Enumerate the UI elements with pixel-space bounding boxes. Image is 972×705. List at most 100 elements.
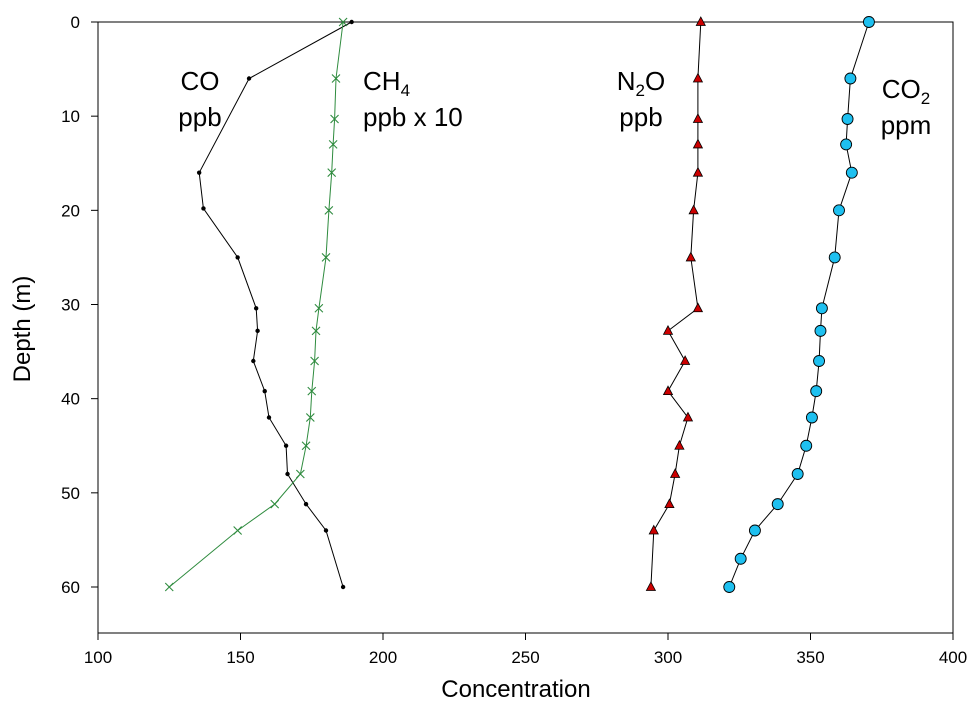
co2-line (728, 21, 870, 588)
ch4-point-stroke (164, 582, 174, 592)
ch4-point-stroke (301, 441, 311, 451)
n2o-point (692, 138, 704, 149)
ch4-point-stroke (328, 140, 338, 149)
series-co2 (723, 16, 875, 593)
ch4-point (301, 441, 311, 451)
ch4-point-stroke (324, 205, 334, 215)
ch4-point-stroke (327, 168, 337, 178)
n2o-point (662, 325, 674, 335)
ch4-point-stroke (311, 326, 321, 336)
ch4-point (328, 140, 338, 149)
ch4-point (324, 205, 334, 215)
co2-point (815, 302, 828, 315)
x-axis-title: Concentration (441, 676, 590, 703)
ch4-point (233, 526, 243, 535)
n2o-point (692, 72, 704, 83)
n2o-point (645, 581, 657, 591)
ch4-label-unit: ppb x 10 (363, 102, 463, 132)
n2o-point (692, 302, 704, 313)
ch4-point-stroke (314, 303, 324, 313)
co2-point (841, 113, 854, 125)
y-axis-title: Depth (m) (9, 276, 36, 383)
ch4-label-name: CH4 (363, 66, 410, 100)
co-point (246, 76, 252, 81)
co-point (235, 255, 240, 260)
co2-point (844, 72, 857, 85)
ch4-point (311, 326, 321, 336)
ch4-point (338, 17, 348, 27)
n2o-point (662, 385, 674, 396)
co-point (251, 358, 256, 364)
ch4-point (270, 499, 280, 509)
co2-point (813, 355, 825, 367)
co-label-unit: ppb (178, 102, 221, 132)
ch4-point-stroke (305, 413, 315, 422)
co-point (323, 528, 329, 533)
co2-point (828, 251, 841, 264)
ch4-point (314, 303, 324, 313)
ch4-point-stroke (330, 114, 339, 124)
co2-point (748, 524, 761, 537)
n2o-point (664, 498, 675, 509)
n2o-point (669, 468, 681, 478)
co2-label-unit: ppm (881, 110, 932, 140)
co2-point (791, 468, 804, 480)
ch4-point-stroke (307, 386, 317, 396)
ch4-point (307, 386, 317, 396)
x-tick-label: 300 (654, 648, 682, 667)
co2-point (734, 552, 747, 565)
co-point (196, 170, 202, 175)
co-point (266, 415, 272, 420)
co2-point (833, 204, 845, 217)
co2-point (723, 581, 736, 593)
y-tick-label: 10 (61, 107, 80, 126)
n2o-point (695, 16, 706, 26)
y-tick-label: 60 (61, 578, 80, 597)
y-tick-label: 20 (61, 201, 80, 220)
x-tick-label: 150 (226, 648, 254, 667)
co-point (285, 471, 290, 477)
co2-label-name: CO2 (882, 74, 930, 108)
y-tick-label: 0 (71, 13, 80, 32)
co-point (255, 328, 260, 334)
co-point (253, 306, 259, 311)
co2-point (840, 138, 853, 151)
n2o-point (648, 524, 659, 535)
y-tick-label: 30 (61, 296, 80, 315)
ch4-point-stroke (331, 74, 341, 83)
n2o-point (688, 204, 699, 215)
n2o-point (679, 355, 691, 365)
n2o-point (685, 251, 696, 262)
series-n2o (645, 16, 706, 591)
co2-point (810, 385, 823, 398)
co-point (349, 19, 354, 25)
ch4-point (327, 168, 337, 178)
n2o-point (682, 411, 694, 422)
co2-point (845, 166, 858, 179)
ch4-point-stroke (233, 526, 243, 535)
ch4-point (330, 114, 339, 124)
y-tick-label: 50 (61, 484, 80, 503)
ch4-point (295, 469, 305, 479)
ch4-point-stroke (270, 499, 280, 509)
co2-point (814, 324, 827, 337)
co2-point (800, 439, 813, 452)
x-tick-label: 200 (369, 648, 397, 667)
series-co (196, 19, 354, 590)
co-label-name: CO (181, 66, 220, 96)
co2-point (805, 411, 818, 424)
co-point (262, 388, 267, 394)
series-ch4 (164, 17, 348, 592)
ch4-point (164, 582, 174, 592)
ch4-point-stroke (338, 17, 348, 27)
co2-point (771, 498, 784, 511)
y-tick-label: 40 (61, 390, 80, 409)
x-tick-label: 250 (511, 648, 539, 667)
x-tick-label: 400 (939, 648, 967, 667)
n2o-point (674, 439, 685, 450)
ch4-point-stroke (295, 469, 305, 479)
co-point (283, 443, 289, 448)
ch4-point (305, 413, 315, 422)
co-point (340, 584, 346, 590)
